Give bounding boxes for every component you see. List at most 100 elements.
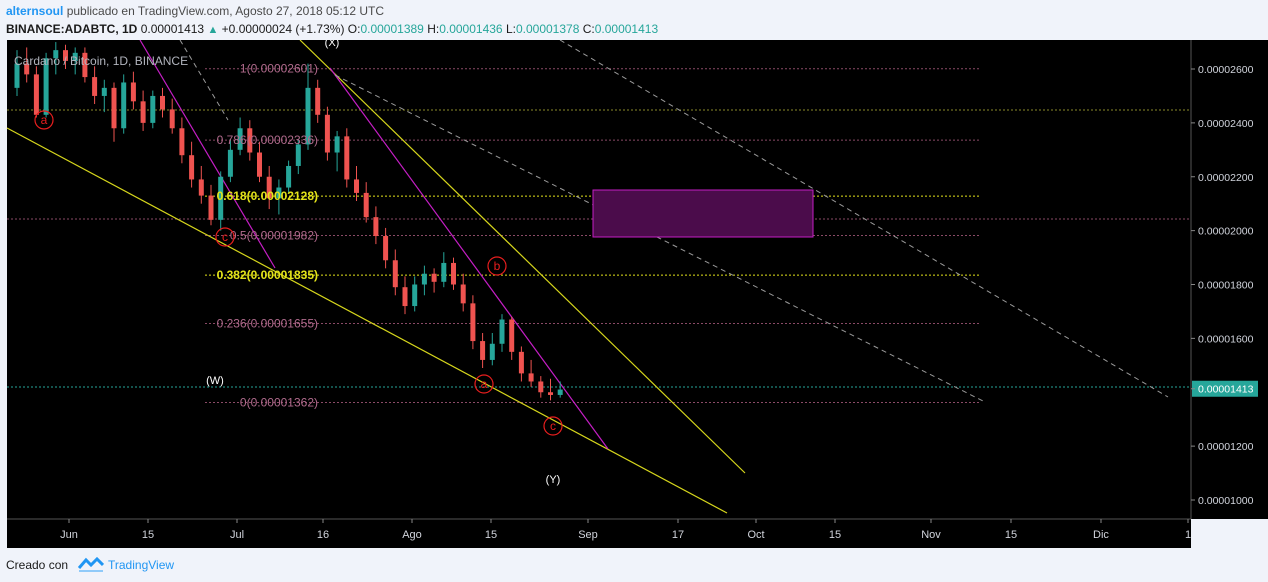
candle[interactable]	[63, 44, 68, 69]
candle[interactable]	[160, 87, 165, 118]
candle-body	[295, 144, 301, 166]
target-zone-box[interactable]	[592, 189, 814, 238]
candle[interactable]	[276, 179, 282, 215]
candle[interactable]	[451, 257, 456, 290]
candle[interactable]	[315, 79, 321, 123]
candle-body	[227, 149, 233, 177]
high-value: 0.00001436	[439, 22, 503, 36]
candle[interactable]	[489, 332, 495, 366]
candle[interactable]	[421, 265, 427, 296]
candle[interactable]	[208, 184, 214, 226]
candle[interactable]	[111, 82, 117, 142]
time-tick-label: 15	[142, 529, 154, 541]
candle[interactable]	[101, 79, 107, 113]
candle[interactable]	[247, 120, 253, 161]
candle-body	[53, 50, 59, 59]
candle[interactable]	[470, 295, 476, 350]
candle[interactable]	[392, 249, 398, 296]
candle[interactable]	[189, 141, 195, 188]
candle[interactable]	[14, 50, 20, 96]
candle[interactable]	[431, 268, 437, 293]
dashed-channel-line[interactable]	[179, 39, 229, 121]
candle[interactable]	[441, 252, 447, 288]
price-axis-bg[interactable]	[1191, 40, 1268, 519]
candle[interactable]	[257, 141, 262, 183]
wave-label-text: c	[550, 419, 556, 433]
drawing-lines[interactable]	[6, 39, 1169, 514]
candle[interactable]	[92, 66, 98, 105]
magenta-trend-line[interactable]	[329, 67, 609, 450]
candle[interactable]	[82, 47, 88, 83]
candlestick-series[interactable]	[14, 42, 563, 401]
candle[interactable]	[528, 359, 534, 387]
candle[interactable]	[548, 378, 553, 401]
fib-level-label: 0.382(0.00001835)	[217, 268, 318, 282]
candle-body	[499, 319, 505, 344]
candle[interactable]	[324, 106, 330, 161]
candle[interactable]	[121, 74, 127, 134]
candle[interactable]	[460, 273, 466, 312]
time-tick-label: Jul	[230, 529, 244, 541]
dashed-channel-line[interactable]	[334, 74, 986, 403]
open-value: 0.00001389	[360, 22, 424, 36]
candle[interactable]	[334, 130, 340, 172]
candle[interactable]	[198, 165, 204, 204]
candle[interactable]	[499, 314, 505, 352]
candle-body	[421, 273, 427, 285]
candle[interactable]	[179, 117, 185, 164]
candle-body	[431, 273, 437, 282]
candle[interactable]	[286, 160, 292, 193]
fibonacci-retracement[interactable]	[205, 68, 980, 403]
candle[interactable]	[72, 47, 78, 75]
candle[interactable]	[509, 316, 515, 360]
author-link[interactable]: alternsoul	[6, 4, 64, 18]
candle[interactable]	[518, 346, 524, 382]
candle[interactable]	[237, 117, 243, 156]
tradingview-link[interactable]: TradingView	[108, 558, 175, 572]
candle[interactable]	[412, 276, 418, 312]
candle[interactable]	[383, 227, 389, 269]
yellow-support-line[interactable]	[6, 127, 728, 514]
candle[interactable]	[363, 182, 369, 223]
price-chart[interactable]: 1(0.00002601) 0.786(0.00002336) 0.618(0.00…	[0, 37, 1268, 548]
candle[interactable]	[43, 52, 49, 118]
candle[interactable]	[557, 381, 563, 398]
candle[interactable]	[218, 171, 224, 231]
candle-body	[24, 63, 30, 75]
candle[interactable]	[130, 71, 136, 110]
time-axis[interactable]: Jun 15 Jul 16 Ago 15 Sep 17 Oct 15 Nov 15 Dic 1	[60, 519, 1191, 541]
price-tick-label: 0.00001413	[1198, 384, 1254, 396]
magenta-trend-line[interactable]	[139, 39, 276, 269]
dashed-channel-line[interactable]	[559, 39, 1169, 398]
candle[interactable]	[538, 376, 544, 398]
price-axis[interactable]: 0.00002600 0.00002400 0.00002200 0.00002000…	[1191, 64, 1258, 507]
made-with-label: Creado con	[6, 558, 69, 572]
candle[interactable]	[150, 90, 156, 129]
candle[interactable]	[402, 276, 408, 315]
time-tick-label: 17	[672, 529, 684, 541]
candle-body	[140, 101, 146, 123]
candle[interactable]	[373, 206, 379, 245]
candle[interactable]	[53, 42, 59, 75]
fib-level-label: 0.786(0.00002336)	[217, 133, 318, 147]
candle[interactable]	[305, 63, 311, 150]
close-value: 0.00001413	[594, 22, 659, 36]
candle[interactable]	[266, 165, 272, 210]
candle[interactable]	[480, 332, 486, 369]
candle-body	[548, 392, 553, 395]
chart-area[interactable]: 1(0.00002601) 0.786(0.00002336) 0.618(0.00…	[0, 37, 1268, 548]
candle-body	[266, 176, 272, 199]
tradingview-logo-icon[interactable]	[78, 556, 104, 572]
candle[interactable]	[344, 128, 350, 188]
plot-background[interactable]	[7, 40, 1191, 519]
candle-body	[451, 262, 456, 285]
candle[interactable]	[227, 139, 233, 183]
yellow-resistance-line[interactable]	[299, 39, 746, 474]
candle[interactable]	[140, 90, 146, 131]
candle[interactable]	[33, 66, 39, 118]
candle[interactable]	[169, 98, 175, 134]
time-axis-bg[interactable]	[7, 519, 1191, 548]
candle[interactable]	[24, 47, 30, 83]
candle[interactable]	[295, 139, 301, 175]
candle[interactable]	[354, 165, 359, 201]
